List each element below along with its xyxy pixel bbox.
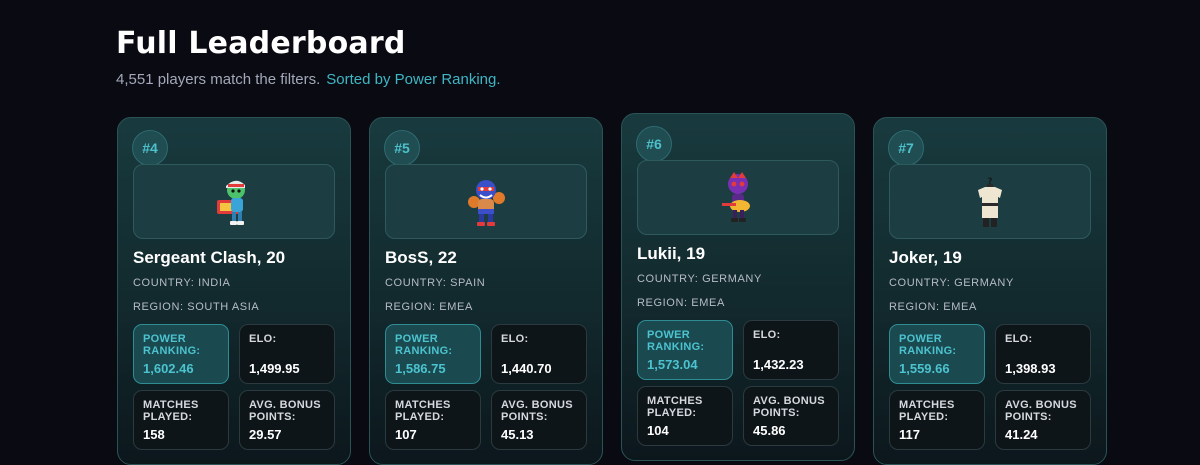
matches-played-stat: MATCHES PLAYED: 117 bbox=[889, 390, 985, 450]
stat-value: 117 bbox=[899, 427, 920, 442]
stat-value: 104 bbox=[647, 423, 669, 438]
player-region: REGION: SOUTH ASIA bbox=[133, 301, 260, 313]
stat-label: ELO: bbox=[249, 333, 277, 345]
avg-bonus-stat: AVG. BONUS POINTS: 41.24 bbox=[995, 390, 1091, 450]
player-country: COUNTRY: GERMANY bbox=[637, 273, 762, 285]
match-count-text: 4,551 players match the filters. bbox=[116, 71, 321, 88]
stat-label: POWER RANKING: bbox=[143, 333, 201, 357]
stat-value: 1,398.93 bbox=[1005, 361, 1056, 376]
stat-value: 1,432.23 bbox=[753, 357, 804, 372]
shirt-mystery-avatar-icon: ? bbox=[978, 177, 1002, 227]
stat-label: MATCHES PLAYED: bbox=[395, 399, 451, 423]
player-region: REGION: EMEA bbox=[385, 301, 473, 313]
stat-value: 1,559.66 bbox=[899, 361, 950, 376]
stat-label: MATCHES PLAYED: bbox=[899, 399, 955, 423]
player-avatar bbox=[637, 160, 839, 235]
elo-stat: ELO: 1,398.93 bbox=[995, 324, 1091, 384]
player-card[interactable]: #7 ? Joker, 19 COUNTRY: GERMANY REGION: … bbox=[873, 117, 1107, 465]
leaderboard-subtitle: 4,551 players match the filters. Sorted b… bbox=[116, 71, 501, 88]
player-avatar bbox=[385, 164, 587, 239]
player-name: Lukii, 19 bbox=[637, 244, 706, 263]
brawler-green-cap-avatar-icon bbox=[217, 180, 245, 225]
stat-label: AVG. BONUS POINTS: bbox=[249, 399, 321, 423]
player-avatar: ? bbox=[889, 164, 1091, 239]
rank-badge: #5 bbox=[384, 130, 420, 166]
brawler-purple-guitar-avatar-icon bbox=[722, 171, 750, 222]
stat-label: ELO: bbox=[753, 329, 781, 341]
stat-label: AVG. BONUS POINTS: bbox=[1005, 399, 1077, 423]
matches-played-stat: MATCHES PLAYED: 104 bbox=[637, 386, 733, 446]
stat-value: 1,440.70 bbox=[501, 361, 552, 376]
rank-badge: #7 bbox=[888, 130, 924, 166]
power-ranking-stat: POWER RANKING: 1,602.46 bbox=[133, 324, 229, 384]
matches-played-stat: MATCHES PLAYED: 158 bbox=[133, 390, 229, 450]
brawler-luchador-avatar-icon bbox=[468, 179, 505, 226]
stat-value: 1,602.46 bbox=[143, 361, 194, 376]
stat-value: 1,586.75 bbox=[395, 361, 446, 376]
player-country: COUNTRY: GERMANY bbox=[889, 277, 1014, 289]
stat-label: AVG. BONUS POINTS: bbox=[753, 395, 825, 419]
stat-label: POWER RANKING: bbox=[395, 333, 453, 357]
stat-value: 158 bbox=[143, 427, 165, 442]
stat-label: POWER RANKING: bbox=[899, 333, 957, 357]
elo-stat: ELO: 1,432.23 bbox=[743, 320, 839, 380]
player-card[interactable]: #6 Lukii, 19 COUNTRY: GERMANY REGION: EM… bbox=[621, 113, 855, 461]
stat-value: 41.24 bbox=[1005, 427, 1038, 442]
player-card[interactable]: #5 BosS, 22 COUNTRY: SPAIN REGION: EMEA … bbox=[369, 117, 603, 465]
elo-stat: ELO: 1,499.95 bbox=[239, 324, 335, 384]
stat-value: 29.57 bbox=[249, 427, 282, 442]
stat-label: MATCHES PLAYED: bbox=[647, 395, 703, 419]
player-region: REGION: EMEA bbox=[889, 301, 977, 313]
matches-played-stat: MATCHES PLAYED: 107 bbox=[385, 390, 481, 450]
rank-badge: #6 bbox=[636, 126, 672, 162]
stat-label: ELO: bbox=[1005, 333, 1033, 345]
rank-badge: #4 bbox=[132, 130, 168, 166]
stat-value: 45.86 bbox=[753, 423, 786, 438]
stat-value: 107 bbox=[395, 427, 417, 442]
stat-value: 1,499.95 bbox=[249, 361, 300, 376]
player-country: COUNTRY: INDIA bbox=[133, 277, 231, 289]
player-card[interactable]: #4 Sergeant Clash, 20 COUNTRY: INDIA REG… bbox=[117, 117, 351, 465]
leaderboard-title: Full Leaderboard bbox=[116, 26, 406, 61]
avg-bonus-stat: AVG. BONUS POINTS: 45.13 bbox=[491, 390, 587, 450]
stat-label: POWER RANKING: bbox=[647, 329, 705, 353]
stat-value: 1,573.04 bbox=[647, 357, 698, 372]
elo-stat: ELO: 1,440.70 bbox=[491, 324, 587, 384]
player-region: REGION: EMEA bbox=[637, 297, 725, 309]
power-ranking-stat: POWER RANKING: 1,573.04 bbox=[637, 320, 733, 380]
player-name: Joker, 19 bbox=[889, 248, 962, 267]
player-avatar bbox=[133, 164, 335, 239]
avg-bonus-stat: AVG. BONUS POINTS: 29.57 bbox=[239, 390, 335, 450]
sort-text: Sorted by Power Ranking. bbox=[326, 71, 501, 88]
stat-label: AVG. BONUS POINTS: bbox=[501, 399, 573, 423]
player-country: COUNTRY: SPAIN bbox=[385, 277, 486, 289]
stat-value: 45.13 bbox=[501, 427, 534, 442]
player-name: Sergeant Clash, 20 bbox=[133, 248, 286, 267]
stat-label: ELO: bbox=[501, 333, 529, 345]
power-ranking-stat: POWER RANKING: 1,559.66 bbox=[889, 324, 985, 384]
stat-label: MATCHES PLAYED: bbox=[143, 399, 199, 423]
svg-text:?: ? bbox=[987, 177, 992, 187]
power-ranking-stat: POWER RANKING: 1,586.75 bbox=[385, 324, 481, 384]
player-name: BosS, 22 bbox=[385, 248, 457, 267]
avg-bonus-stat: AVG. BONUS POINTS: 45.86 bbox=[743, 386, 839, 446]
